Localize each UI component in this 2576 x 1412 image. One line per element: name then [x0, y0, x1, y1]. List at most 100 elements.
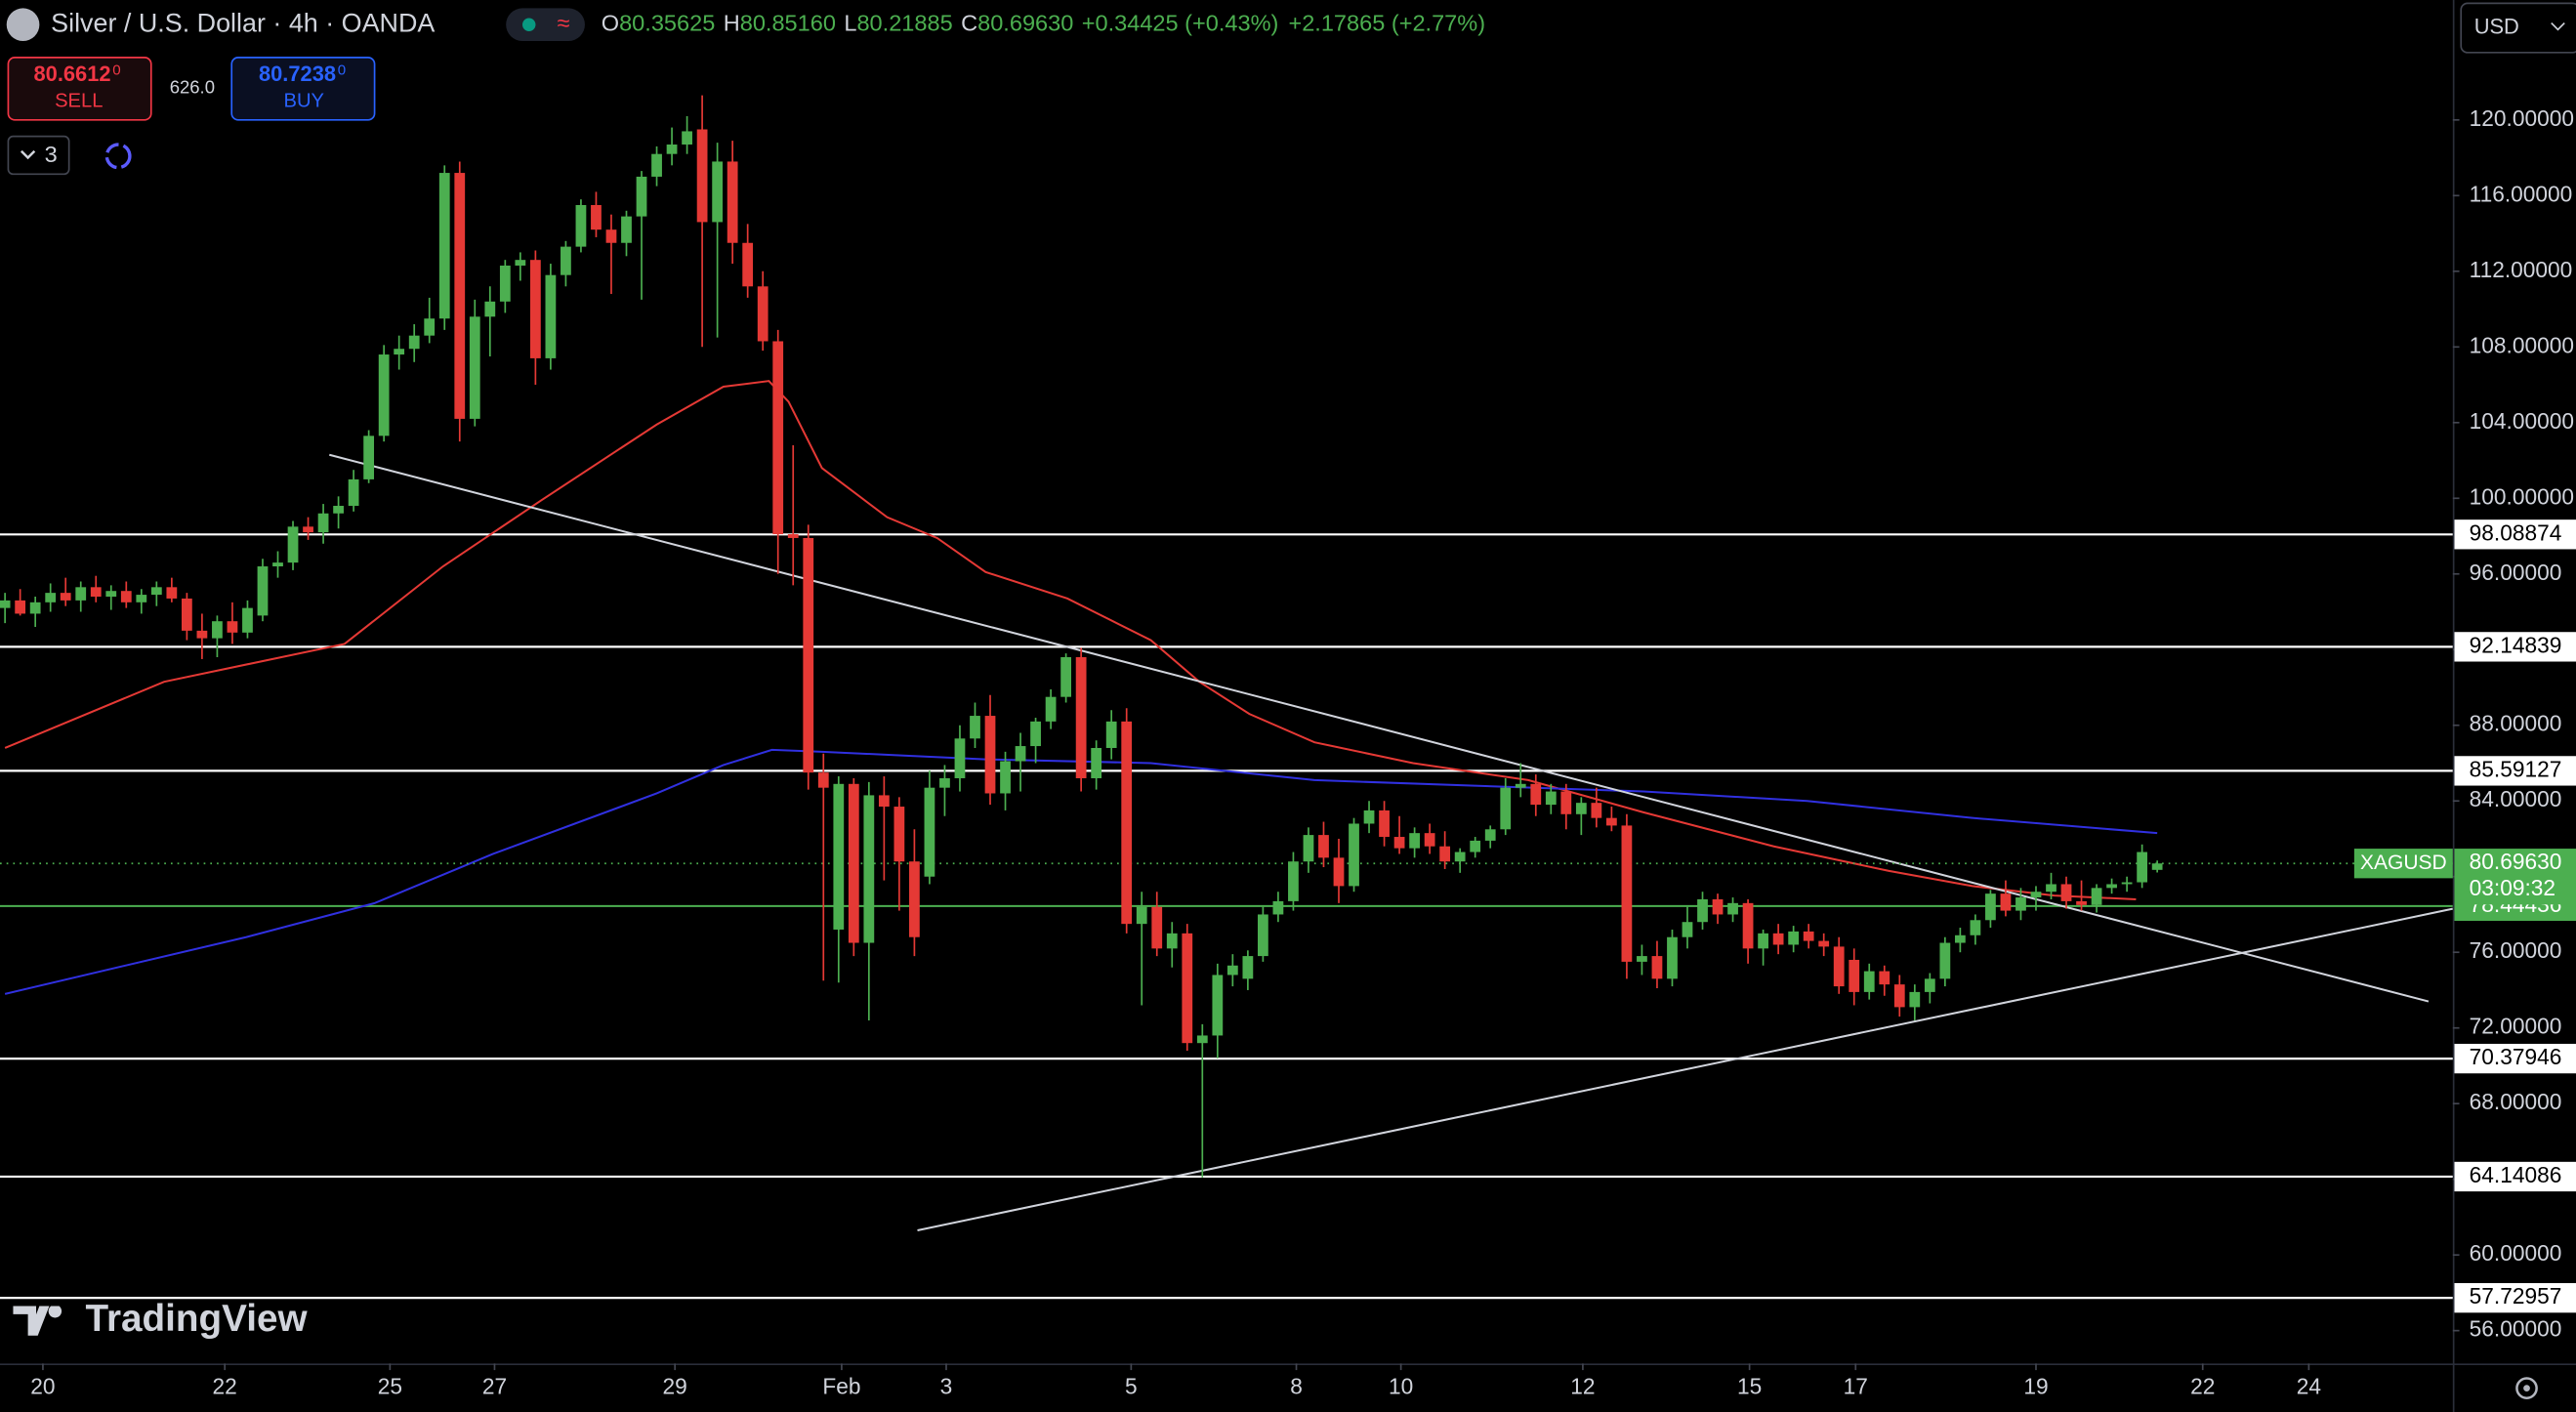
candle-body: [75, 587, 87, 601]
candle-body: [1727, 902, 1738, 915]
symbol-icon: [6, 8, 40, 42]
change: +0.34425 (+0.43%): [1082, 10, 1279, 35]
candle-body: [105, 591, 117, 598]
candle-body: [1182, 933, 1193, 1044]
candle-body: [1788, 931, 1800, 945]
candle-body: [1212, 975, 1224, 1036]
candle-body: [2137, 851, 2148, 883]
candle-body: [1258, 914, 1268, 957]
candle-body: [1318, 835, 1329, 858]
candle-body: [29, 602, 41, 614]
candle-body: [1151, 906, 1163, 949]
buy-button[interactable]: [230, 57, 376, 121]
candle-body: [1818, 940, 1830, 947]
y-tick-label: 100.00000: [2470, 483, 2574, 509]
sell-price: 80.6612: [34, 62, 111, 86]
candle-body: [1379, 810, 1390, 838]
candle-body: [893, 807, 905, 862]
status-badge: [506, 8, 585, 42]
x-tick-label: Feb: [822, 1374, 860, 1399]
candle-body: [333, 506, 344, 514]
buy-label: BUY: [284, 91, 325, 112]
market-open-dot: [522, 18, 536, 31]
candle-body: [166, 587, 178, 599]
candle-body: [2060, 884, 2072, 901]
candle-body: [454, 173, 466, 419]
candle-body: [1288, 861, 1299, 901]
x-tick-label: 24: [2297, 1374, 2321, 1399]
candle-body: [803, 537, 814, 773]
candle-body: [727, 161, 738, 243]
candle-body: [317, 513, 329, 533]
y-tick-label: 84.00000: [2470, 786, 2562, 811]
candle-body: [303, 526, 313, 533]
candle-body: [1515, 783, 1526, 788]
candle-body: [408, 335, 420, 350]
candle-body: [1484, 829, 1496, 841]
spread: 626.0: [170, 77, 215, 98]
level-label: 98.08874: [2470, 519, 2562, 545]
candle-body: [1272, 900, 1284, 915]
candle-body: [1105, 721, 1117, 748]
ohlc-value: 80.69630: [977, 10, 1073, 35]
candle-body: [1060, 657, 1072, 697]
candle-body: [1454, 851, 1466, 862]
candle-body: [939, 777, 950, 788]
candle-body: [1682, 922, 1693, 937]
ohlc-value: 80.35625: [619, 10, 715, 35]
candle-body: [1409, 833, 1420, 849]
candle-body: [1333, 857, 1345, 887]
candle-body: [2000, 893, 2012, 911]
change-total: +2.17865 (+2.77%): [1288, 10, 1485, 35]
candle-body: [227, 621, 238, 633]
candle-body: [878, 795, 890, 808]
candle-body: [1849, 959, 1860, 992]
x-tick-label: 22: [213, 1374, 237, 1399]
indicators-toggle[interactable]: [7, 135, 70, 176]
currency-select[interactable]: [2460, 2, 2576, 54]
candle-body: [1712, 898, 1724, 915]
sell-button[interactable]: [7, 57, 152, 121]
last-price-box: [2454, 849, 2576, 905]
candle-body: [287, 526, 299, 563]
candle-body: [150, 587, 162, 596]
candle-body: [469, 316, 480, 419]
candle-body: [484, 301, 496, 317]
trend-line: [917, 907, 2454, 1231]
ohlc-label: H: [724, 10, 740, 35]
ohlc-value: 80.21885: [856, 10, 952, 35]
sell-label: SELL: [55, 91, 103, 112]
chevron-icon: [20, 149, 36, 160]
candle-body: [1000, 761, 1011, 794]
x-tick-label: 15: [1737, 1374, 1762, 1399]
candle-body: [621, 216, 632, 243]
candle-body: [1893, 984, 1905, 1008]
candle-body: [970, 716, 980, 739]
level-label-box: [2454, 1283, 2576, 1313]
candle-body: [1075, 657, 1087, 778]
candle-body: [833, 783, 845, 930]
candle-body: [591, 204, 602, 230]
candle-body: [196, 630, 208, 639]
candle-body: [1621, 825, 1633, 962]
candle-body: [1924, 978, 1935, 992]
candle-body: [545, 274, 557, 358]
candle-body: [2030, 892, 2042, 898]
candle-body: [1606, 817, 1617, 826]
level-label-box: [2454, 756, 2576, 786]
candle-body: [1637, 956, 1647, 962]
candle-body: [120, 591, 132, 602]
settings-icon[interactable]: [2515, 1377, 2538, 1399]
candle-body: [363, 436, 375, 479]
buy-price: 80.7238: [259, 62, 336, 86]
candle-body: [1651, 956, 1663, 979]
x-tick-label: 12: [1570, 1374, 1595, 1399]
ohlc-value: 80.85160: [740, 10, 836, 35]
level-label: 70.37946: [2470, 1044, 2562, 1069]
x-tick-label: 8: [1290, 1374, 1303, 1399]
candle-body: [1136, 906, 1147, 925]
candle-body: [1560, 791, 1572, 814]
level-label: 64.14086: [2470, 1162, 2562, 1187]
candle-body: [1500, 787, 1512, 830]
refresh-icon[interactable]: [104, 143, 132, 170]
